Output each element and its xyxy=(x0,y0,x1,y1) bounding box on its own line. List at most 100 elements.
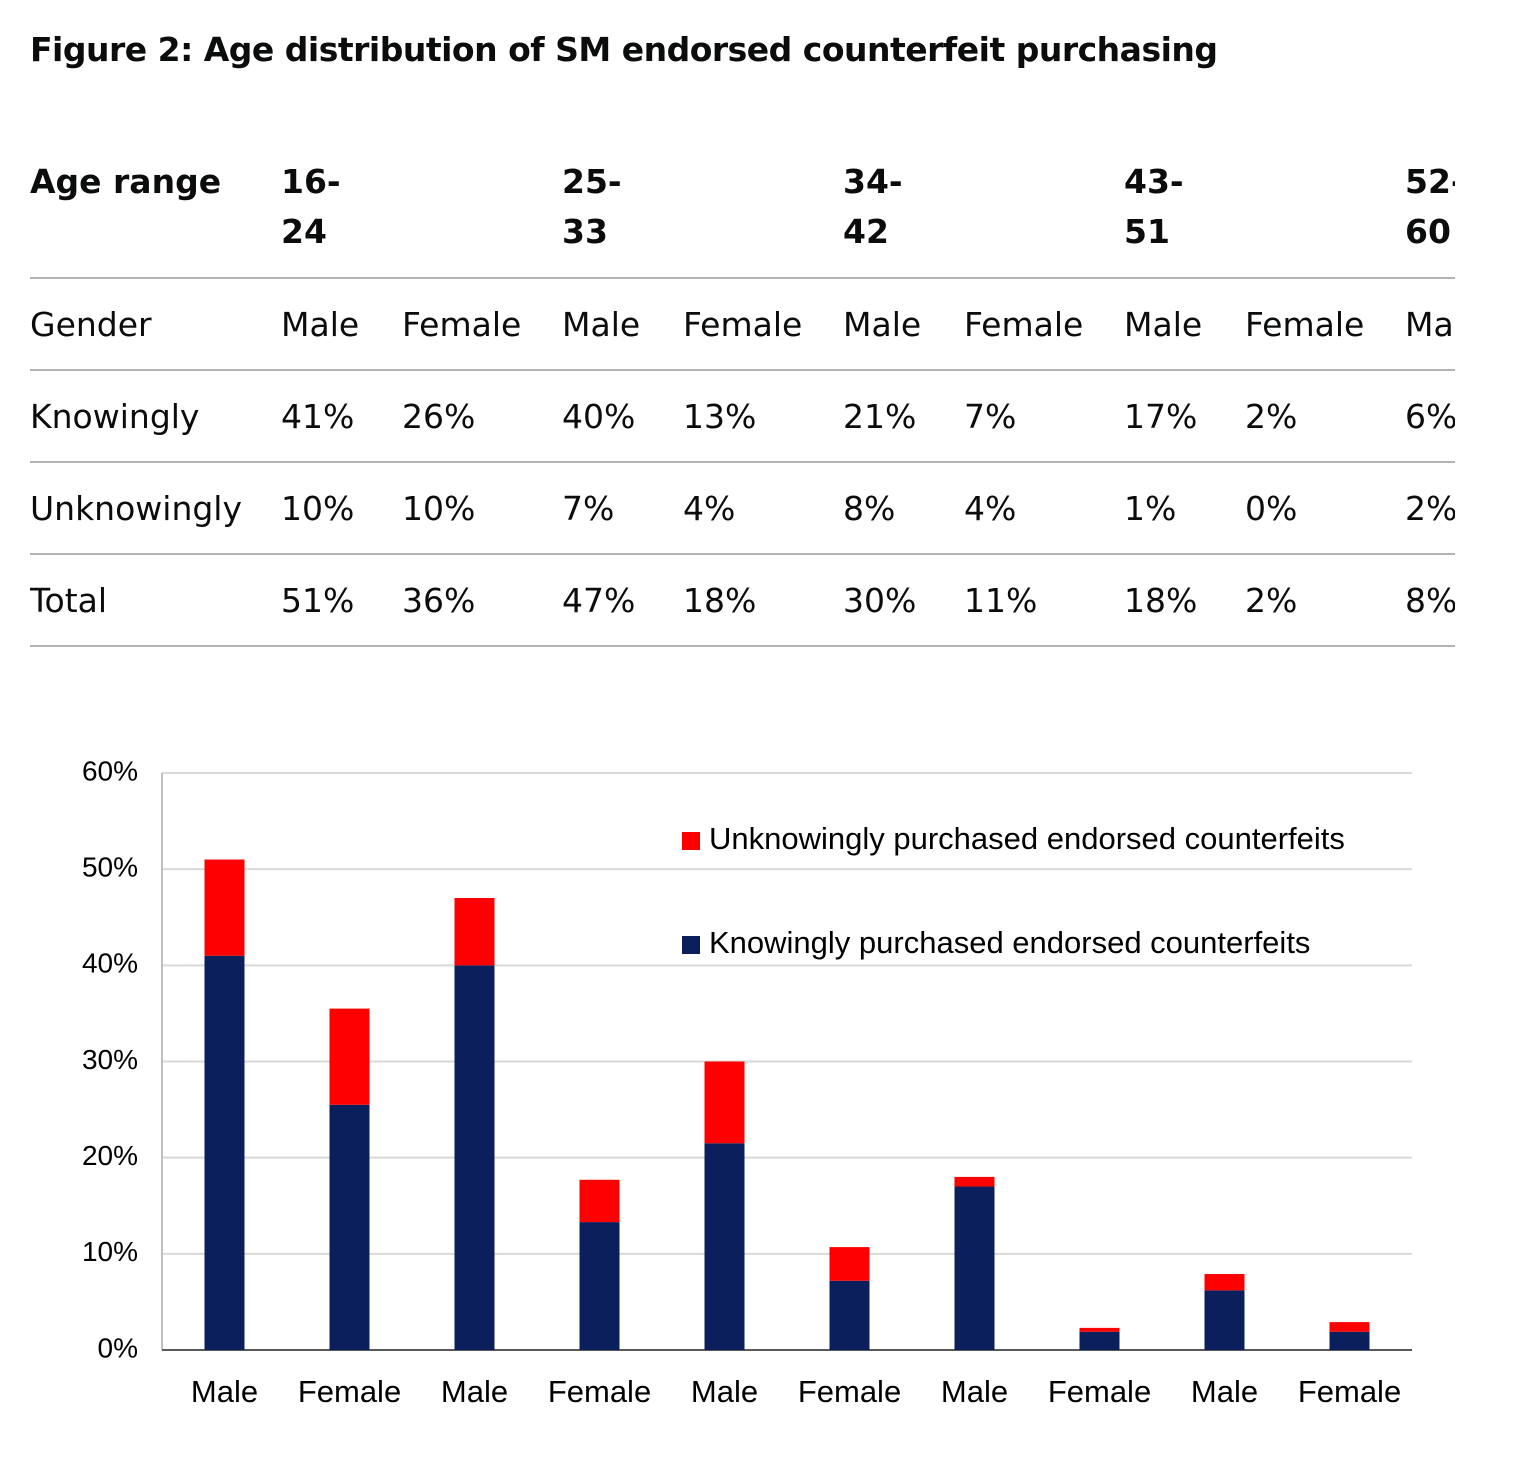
y-tick-label: 0% xyxy=(98,1332,138,1363)
table-cell: Female xyxy=(964,278,1124,371)
table-row: Gender Male Female Male Female Male Female Male… xyxy=(30,278,1455,371)
bar-segment xyxy=(1079,1327,1120,1332)
table-cell: 47% xyxy=(562,554,683,647)
table-cell: Gender xyxy=(30,278,281,371)
legend-label: Unknowingly purchased endorsed counterfe… xyxy=(709,821,1345,856)
bar-segment xyxy=(329,1008,370,1105)
bar-segment xyxy=(1329,1331,1370,1350)
x-tick-label: Male xyxy=(1191,1374,1258,1409)
table-cell: 10% xyxy=(402,462,562,555)
table-cell: Male xyxy=(281,278,402,371)
bar-segment xyxy=(829,1280,870,1350)
bar-segment xyxy=(329,1104,370,1350)
table-cell: Total xyxy=(30,554,281,647)
legend-swatch xyxy=(682,936,700,954)
table-cell: 18% xyxy=(683,554,843,647)
header-cell: 52-60 xyxy=(1405,155,1455,279)
y-tick-label: 50% xyxy=(82,852,138,883)
table-cell: 6% xyxy=(1405,370,1455,463)
header-cell: 25-33 xyxy=(562,155,843,279)
table-cell: 51% xyxy=(281,554,402,647)
bar-segment xyxy=(1204,1290,1245,1350)
table-cell: 4% xyxy=(964,462,1124,555)
bar-segment xyxy=(204,859,245,956)
y-tick-label: 30% xyxy=(82,1044,138,1075)
bar-segment xyxy=(579,1222,620,1350)
bar-segment xyxy=(454,898,495,966)
x-tick-label: Male xyxy=(941,1374,1008,1409)
y-tick-label: 20% xyxy=(82,1140,138,1171)
table-cell: 17% xyxy=(1124,370,1245,463)
x-tick-label: Female xyxy=(548,1374,651,1409)
age-range: 43-51 xyxy=(1124,162,1184,251)
header-cell: 34-42 xyxy=(843,155,1124,279)
table-cell: 2% xyxy=(1245,370,1405,463)
table-cell: 2% xyxy=(1405,462,1455,555)
bar-segment xyxy=(579,1179,620,1223)
table-cell: Female xyxy=(402,278,562,371)
table-cell: 10% xyxy=(281,462,402,555)
table-cell: 18% xyxy=(1124,554,1245,647)
legend-swatch xyxy=(682,832,700,850)
bar-segment xyxy=(704,1061,745,1144)
age-range: 16-24 xyxy=(281,162,341,251)
bar-segment xyxy=(1079,1331,1120,1350)
bar-segment xyxy=(1329,1322,1370,1332)
table-cell: 30% xyxy=(843,554,964,647)
x-tick-label: Male xyxy=(191,1374,258,1409)
header-cell: 43-51 xyxy=(1124,155,1405,279)
table-cell: 2% xyxy=(1245,554,1405,647)
table-cell: 36% xyxy=(402,554,562,647)
table-cell: Female xyxy=(1245,278,1405,371)
x-tick-label: Female xyxy=(1048,1374,1151,1409)
table-cell: 8% xyxy=(1405,554,1455,647)
table-cell: 13% xyxy=(683,370,843,463)
age-range: 25-33 xyxy=(562,162,622,251)
y-tick-label: 40% xyxy=(82,948,138,979)
table-cell: Unknowingly xyxy=(30,462,281,555)
bar-segment xyxy=(954,1176,995,1187)
table-cell: 21% xyxy=(843,370,964,463)
bar-segment xyxy=(829,1247,870,1281)
table-cell: 7% xyxy=(964,370,1124,463)
table-cell: Male xyxy=(562,278,683,371)
x-tick-label: Male xyxy=(441,1374,508,1409)
age-range: 34-42 xyxy=(843,162,903,251)
bar-segment xyxy=(204,955,245,1350)
table-cell: 7% xyxy=(562,462,683,555)
y-tick-label: 10% xyxy=(82,1236,138,1267)
table-cell: Female xyxy=(683,278,843,371)
x-tick-label: Male xyxy=(691,1374,758,1409)
table-cell: Knowingly xyxy=(30,370,281,463)
table-cell: 0% xyxy=(1245,462,1405,555)
x-tick-label: Female xyxy=(1298,1374,1401,1409)
legend-label: Knowingly purchased endorsed counterfeit… xyxy=(709,925,1310,960)
x-tick-label: Female xyxy=(298,1374,401,1409)
header-cell: 16-24 xyxy=(281,155,562,279)
chart: 0% 10% 20% 30% 40% 50% 60% Male Female Male Female… xyxy=(82,755,1412,1409)
table-cell: 8% xyxy=(843,462,964,555)
bar-segment xyxy=(454,965,495,1350)
table-cell: Male xyxy=(843,278,964,371)
bar-segment xyxy=(954,1186,995,1350)
bar-segment xyxy=(1204,1274,1245,1291)
table-cell: Male xyxy=(1405,278,1455,371)
figure-title: Figure 2: Age distribution of SM endorse… xyxy=(30,30,1218,69)
header-cell: Age range xyxy=(30,155,281,279)
bar-segment xyxy=(704,1143,745,1350)
table-cell: 41% xyxy=(281,370,402,463)
table-cell: Male xyxy=(1124,278,1245,371)
table-cell: 1% xyxy=(1124,462,1245,555)
table-cell: 4% xyxy=(683,462,843,555)
y-tick-label: 60% xyxy=(82,755,138,786)
table-cell: 11% xyxy=(964,554,1124,647)
table-cell: 40% xyxy=(562,370,683,463)
x-tick-label: Female xyxy=(798,1374,901,1409)
